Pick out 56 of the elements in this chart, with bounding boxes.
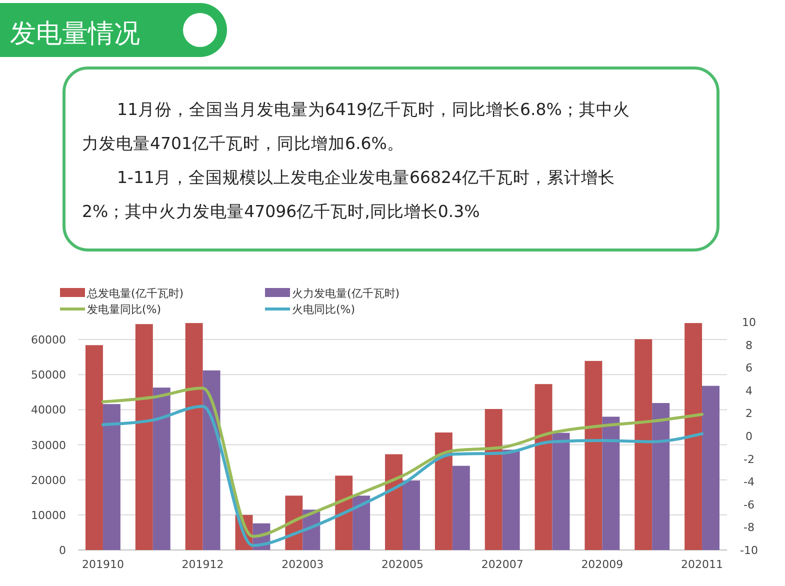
y2-tick-label: 2 (746, 407, 752, 420)
bar (534, 384, 552, 550)
x-tick-label: 202005 (382, 558, 424, 571)
x-tick-label: 202007 (481, 558, 524, 571)
y2-tick-label: -10 (740, 544, 758, 557)
y2-tick-label: 6 (746, 362, 752, 375)
text: 1-11月，全国规模以上发电企业发电量66824亿千瓦时，累计增长2%；其中火力发电量47096亿千瓦时,同比增长0.3% (82, 168, 615, 221)
bar (85, 345, 103, 550)
y-tick-label: 60000 (31, 334, 66, 347)
y2-tick-label: 8 (746, 338, 752, 352)
bar (352, 496, 370, 550)
y-tick-label: 50000 (31, 368, 66, 382)
line-series (101, 386, 704, 538)
y2-tick-label: -8 (744, 521, 754, 534)
bar (385, 454, 402, 550)
text: 11月份，全国当月发电量为6419亿千瓦时，同比增长6.8%；其中火力发电量4701亿千瓦时，同比增加6.6%。 (82, 100, 630, 153)
y-tick-label: 20000 (31, 474, 66, 487)
x-tick-label: 201912 (182, 558, 224, 571)
bar (102, 404, 120, 550)
legend-label: 总发电量(亿千瓦时) (86, 287, 184, 300)
x-tick-label: 202003 (282, 558, 324, 571)
y2-tick-label: -6 (744, 498, 754, 512)
x-tick-label: 202011 (681, 558, 724, 571)
legend-label: 发电量同比(%) (87, 303, 162, 316)
bar (684, 323, 702, 550)
bar (634, 339, 652, 550)
y-tick-label: 30000 (31, 438, 66, 452)
y2-tick-label: 0 (746, 430, 752, 443)
bar (484, 408, 502, 550)
bar (202, 370, 220, 550)
bar (335, 476, 353, 550)
bar (402, 480, 420, 550)
bar (702, 386, 720, 550)
y-tick-label: 10000 (31, 508, 66, 522)
y2-tick-label: -2 (744, 452, 754, 466)
bar (584, 360, 602, 550)
bar (135, 324, 153, 550)
y-tick-label: 0 (59, 544, 66, 557)
bar (152, 388, 170, 550)
legend-label: 火力发电量(亿千瓦时) (292, 287, 400, 300)
x-tick-label: 201910 (82, 558, 124, 571)
bar (502, 450, 520, 550)
y2-tick-label: 10 (742, 316, 756, 329)
x-tick-label: 202009 (581, 558, 624, 571)
bar (185, 323, 203, 550)
bar (652, 403, 670, 550)
y2-tick-label: -4 (744, 476, 754, 489)
y2-tick-label: 4 (746, 384, 752, 398)
line-series (101, 404, 704, 547)
legend-label: 火电同比(%) (292, 303, 356, 316)
y-tick-label: 40000 (31, 404, 66, 417)
bar (452, 466, 470, 550)
bar (434, 432, 452, 550)
chart-title: 发电量情况 (10, 19, 140, 49)
bar (602, 416, 620, 550)
bar (552, 432, 570, 550)
